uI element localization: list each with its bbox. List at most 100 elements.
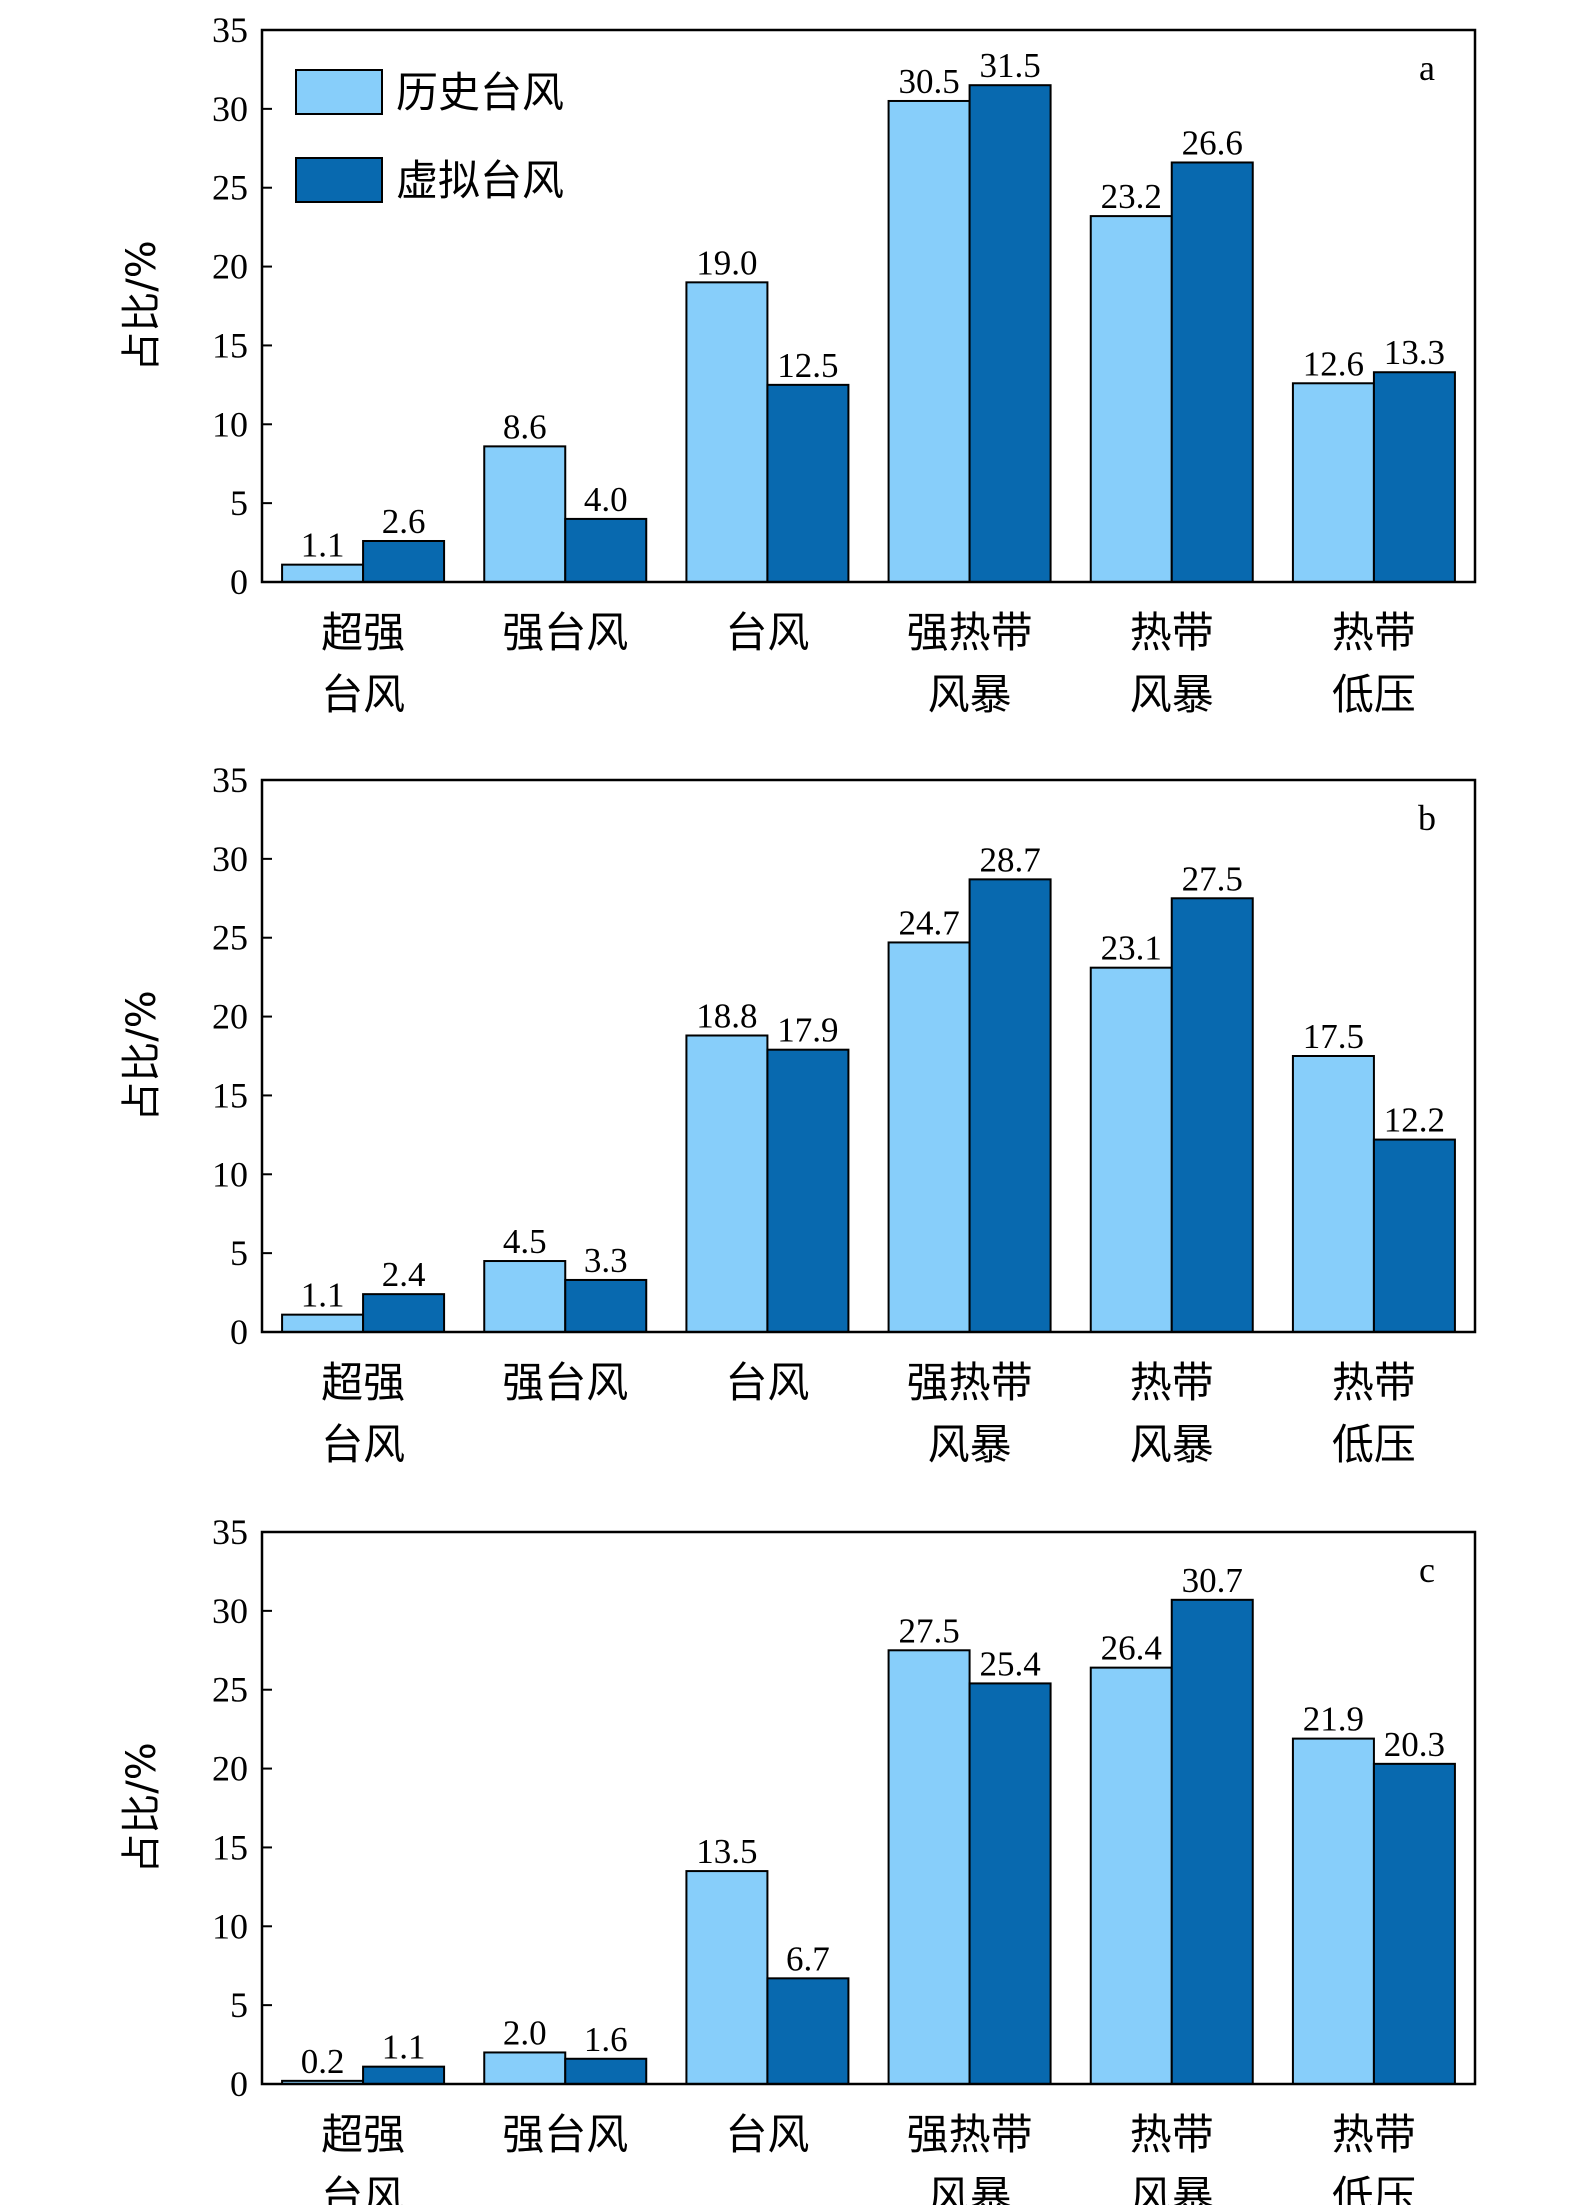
bar-virtual bbox=[564, 517, 648, 584]
data-label: 27.5 bbox=[1182, 859, 1243, 898]
bar-historical bbox=[281, 563, 365, 583]
y-tick-label: 5 bbox=[230, 483, 248, 523]
bar-virtual bbox=[1372, 1762, 1456, 2085]
data-label: 26.6 bbox=[1182, 123, 1243, 162]
y-axis-title: 占比/% bbox=[119, 240, 165, 371]
bar-historical bbox=[1291, 1055, 1375, 1333]
x-category-label: 强台风 bbox=[502, 1358, 628, 1407]
bar-virtual bbox=[362, 539, 446, 583]
data-label: 12.2 bbox=[1384, 1101, 1445, 1140]
y-tick-label: 20 bbox=[212, 247, 248, 287]
y-tick-label: 10 bbox=[212, 1154, 248, 1194]
y-tick-label: 20 bbox=[212, 1749, 248, 1789]
x-category-label: 热带低压 bbox=[1332, 2110, 1416, 2205]
legend-swatch bbox=[295, 69, 383, 115]
y-tick-label: 5 bbox=[230, 1985, 248, 2025]
plot-frame bbox=[260, 778, 1477, 1334]
bar-virtual bbox=[1372, 1138, 1456, 1334]
y-tick-label: 5 bbox=[230, 1233, 248, 1273]
data-label: 28.7 bbox=[979, 840, 1040, 879]
y-tick-label: 15 bbox=[212, 325, 248, 365]
bar-virtual bbox=[766, 383, 850, 583]
bar-historical bbox=[1089, 215, 1173, 584]
bar-virtual bbox=[1170, 1598, 1254, 2085]
y-tick-label: 15 bbox=[212, 1827, 248, 1867]
data-label: 3.3 bbox=[584, 1241, 628, 1280]
bar-virtual bbox=[766, 1048, 850, 1333]
data-label: 25.4 bbox=[979, 1644, 1040, 1683]
panel-letter: c bbox=[1419, 1550, 1435, 1590]
x-category-label: 超强台风 bbox=[321, 2110, 405, 2205]
data-label: 0.2 bbox=[301, 2042, 345, 2081]
data-label: 1.1 bbox=[382, 2028, 426, 2067]
bar-historical bbox=[281, 1313, 365, 1334]
data-label: 2.6 bbox=[382, 502, 426, 541]
panel-c: 0 5 10 15 20 25 30 35 0.2 2.0 13.5 27.5 26.4 21.9 1.1 1… bbox=[119, 1512, 1477, 2205]
data-label: 8.6 bbox=[503, 407, 547, 446]
y-tick-label: 30 bbox=[212, 839, 248, 879]
x-category-label: 强热带风暴 bbox=[907, 1358, 1033, 1469]
bar-historical bbox=[1089, 1666, 1173, 2085]
plot-frame bbox=[260, 1530, 1477, 2086]
data-label: 17.9 bbox=[777, 1011, 838, 1050]
y-tick-label: 0 bbox=[230, 562, 248, 602]
bar-virtual bbox=[362, 1293, 446, 1333]
bar-virtual bbox=[968, 84, 1052, 583]
bar-virtual bbox=[362, 2065, 446, 2085]
data-label: 18.8 bbox=[696, 996, 757, 1035]
data-label: 24.7 bbox=[898, 903, 959, 942]
y-tick-label: 0 bbox=[230, 2064, 248, 2104]
bar-historical bbox=[483, 1260, 567, 1333]
x-category-label: 热带风暴 bbox=[1130, 1358, 1214, 1469]
data-label: 30.5 bbox=[898, 62, 959, 101]
panel-a: 0 5 10 15 20 25 30 35 1.1 8.6 19.0 30.5 23.2 12.6 2.6 4… bbox=[119, 10, 1477, 719]
bar-historical bbox=[1291, 1737, 1375, 2085]
bar-historical bbox=[685, 1870, 769, 2085]
bar-virtual bbox=[968, 878, 1052, 1333]
y-tick-label: 35 bbox=[212, 760, 248, 800]
x-category-label: 强热带风暴 bbox=[907, 608, 1033, 719]
x-category-label: 热带低压 bbox=[1332, 608, 1416, 719]
bar-virtual bbox=[1372, 371, 1456, 583]
bar-historical bbox=[685, 281, 769, 583]
data-label: 13.5 bbox=[696, 1832, 757, 1871]
x-category-label: 台风 bbox=[725, 608, 809, 657]
y-tick-label: 15 bbox=[212, 1075, 248, 1115]
data-label: 30.7 bbox=[1182, 1561, 1243, 1600]
y-tick-label: 25 bbox=[212, 918, 248, 958]
data-label: 12.6 bbox=[1303, 344, 1364, 383]
y-tick-label: 20 bbox=[212, 997, 248, 1037]
x-category-label: 强台风 bbox=[502, 2110, 628, 2159]
data-label: 20.3 bbox=[1384, 1725, 1445, 1764]
x-category-label: 热带低压 bbox=[1332, 1358, 1416, 1469]
x-category-label: 台风 bbox=[725, 2110, 809, 2159]
x-category-label: 强热带风暴 bbox=[907, 2110, 1033, 2205]
bar-virtual bbox=[1170, 161, 1254, 583]
bar-historical bbox=[483, 445, 567, 584]
bar-historical bbox=[1089, 966, 1173, 1333]
x-category-label: 热带风暴 bbox=[1130, 2110, 1214, 2205]
x-category-label: 超强台风 bbox=[321, 1358, 405, 1469]
bar-virtual bbox=[968, 1682, 1052, 2086]
data-label: 6.7 bbox=[786, 1939, 830, 1978]
panel-b: 0 5 10 15 20 25 30 35 1.1 4.5 18.8 24.7 23.1 17.5 2.4 3… bbox=[119, 760, 1477, 1469]
bar-historical bbox=[685, 1034, 769, 1334]
legend-label: 历史台风 bbox=[396, 68, 564, 117]
data-label: 19.0 bbox=[696, 243, 757, 282]
y-tick-label: 10 bbox=[212, 1906, 248, 1946]
bar-historical bbox=[887, 99, 971, 583]
x-category-label: 热带风暴 bbox=[1130, 608, 1214, 719]
data-label: 23.2 bbox=[1101, 177, 1162, 216]
data-label: 26.4 bbox=[1101, 1629, 1162, 1668]
y-tick-label: 0 bbox=[230, 1312, 248, 1352]
x-category-label: 强台风 bbox=[502, 608, 628, 657]
y-tick-label: 10 bbox=[212, 404, 248, 444]
y-tick-label: 25 bbox=[212, 1670, 248, 1710]
bar-historical bbox=[887, 1649, 971, 2086]
legend-swatch bbox=[295, 157, 383, 203]
bar-historical bbox=[483, 2051, 567, 2085]
panel-letter: b bbox=[1418, 798, 1436, 838]
data-label: 23.1 bbox=[1101, 929, 1162, 968]
y-tick-label: 25 bbox=[212, 168, 248, 208]
